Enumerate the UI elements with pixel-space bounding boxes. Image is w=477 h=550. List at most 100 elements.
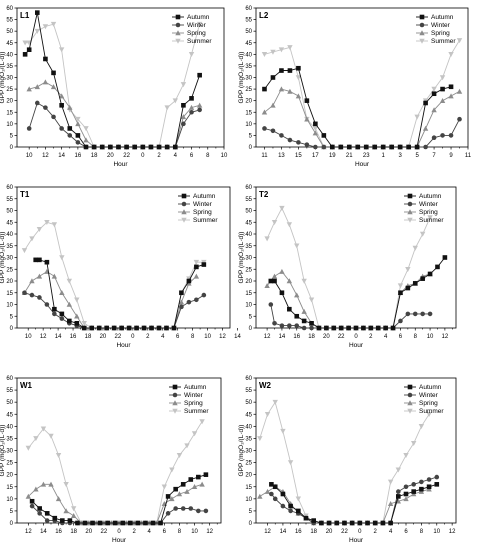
data-point [25, 493, 32, 499]
data-point [301, 308, 307, 314]
data-point [294, 243, 300, 249]
data-point [406, 144, 411, 150]
data-point [196, 102, 203, 108]
data-point [262, 86, 267, 92]
data-point [180, 114, 187, 120]
data-point [304, 98, 310, 103]
data-point [44, 219, 50, 225]
data-point [156, 144, 162, 150]
data-point [398, 318, 403, 324]
data-point [197, 72, 202, 78]
x-tick-label: 12 [42, 153, 49, 159]
x-tick-label: 22 [101, 529, 108, 535]
data-point [301, 318, 307, 324]
x-tick-label: 15 [295, 153, 302, 159]
y-tick-label: 20 [6, 473, 13, 479]
legend-entry: Autumn [193, 193, 216, 200]
data-point [193, 259, 200, 265]
x-tick-label: 11 [261, 153, 268, 159]
data-point [442, 255, 448, 260]
y-tick-label: 35 [245, 436, 252, 442]
data-point [34, 28, 40, 34]
x-tick-label: 18 [308, 334, 315, 340]
data-point [180, 82, 187, 88]
data-point [311, 518, 316, 523]
data-point [279, 268, 285, 274]
data-point [456, 38, 463, 44]
x-tick-label: 16 [295, 529, 302, 535]
data-point [423, 100, 428, 106]
data-point [296, 508, 301, 514]
legend-entry: Autumn [187, 14, 210, 21]
legend-marker [407, 201, 413, 207]
data-point [397, 144, 403, 150]
series-line [24, 292, 205, 329]
data-point [59, 290, 65, 296]
x-tick-label: 18 [70, 529, 77, 535]
data-point [22, 40, 28, 46]
data-point [26, 86, 32, 92]
y-tick-label: 35 [6, 436, 13, 442]
x-tick-label: 3 [398, 153, 402, 159]
data-point [201, 292, 207, 298]
data-point [456, 88, 463, 94]
y-tick-label: 55 [6, 197, 13, 203]
legend-entry: Winter [431, 22, 451, 29]
data-point [51, 114, 56, 120]
series-autumn [22, 10, 202, 150]
data-point [179, 304, 184, 310]
series-autumn [29, 472, 209, 526]
data-point [58, 93, 65, 99]
data-point [279, 68, 284, 73]
data-point [279, 133, 284, 138]
data-point [26, 47, 32, 52]
legend-marker [407, 400, 413, 406]
data-point [158, 520, 163, 526]
legend-marker [407, 384, 413, 390]
data-point [58, 47, 65, 53]
data-point [357, 520, 363, 526]
data-point [29, 503, 35, 509]
data-point [91, 144, 97, 150]
data-point [427, 215, 433, 221]
data-point [42, 79, 49, 85]
data-point [120, 520, 126, 526]
data-point [440, 86, 445, 92]
data-point [135, 520, 141, 526]
data-point [397, 283, 404, 289]
y-tick-label: 60 [6, 185, 13, 191]
legend-marker [407, 408, 413, 414]
data-point [179, 290, 184, 296]
data-point [422, 125, 429, 131]
data-point [132, 144, 138, 150]
data-point [75, 133, 81, 138]
legend-marker [175, 38, 181, 44]
data-point [288, 508, 293, 514]
y-tick-label: 10 [6, 303, 13, 309]
y-tick-label: 45 [6, 412, 13, 418]
data-point [89, 325, 95, 331]
series-line [266, 271, 431, 329]
data-point [346, 325, 351, 331]
data-point [203, 472, 209, 477]
x-tick-label: 16 [75, 153, 82, 159]
x-tick-label: 12 [442, 334, 449, 340]
y-tick-label: 30 [245, 76, 252, 82]
x-tick-label: 8 [420, 529, 424, 535]
y-tick-label: 10 [6, 497, 13, 503]
y-axis-label: GPP (mgO₂/(L·d)) [0, 52, 6, 104]
data-point [295, 496, 302, 502]
x-tick-label: 20 [323, 334, 330, 340]
legend-entry: Summer [419, 217, 444, 224]
x-tick-label: 2 [146, 334, 150, 340]
x-tick-label: 12 [264, 529, 271, 535]
x-tick-label: 12 [449, 529, 456, 535]
data-point [193, 273, 200, 279]
data-point [21, 248, 28, 254]
data-point [279, 323, 285, 328]
data-point [75, 520, 80, 526]
data-point [330, 144, 335, 150]
data-point [44, 511, 50, 516]
